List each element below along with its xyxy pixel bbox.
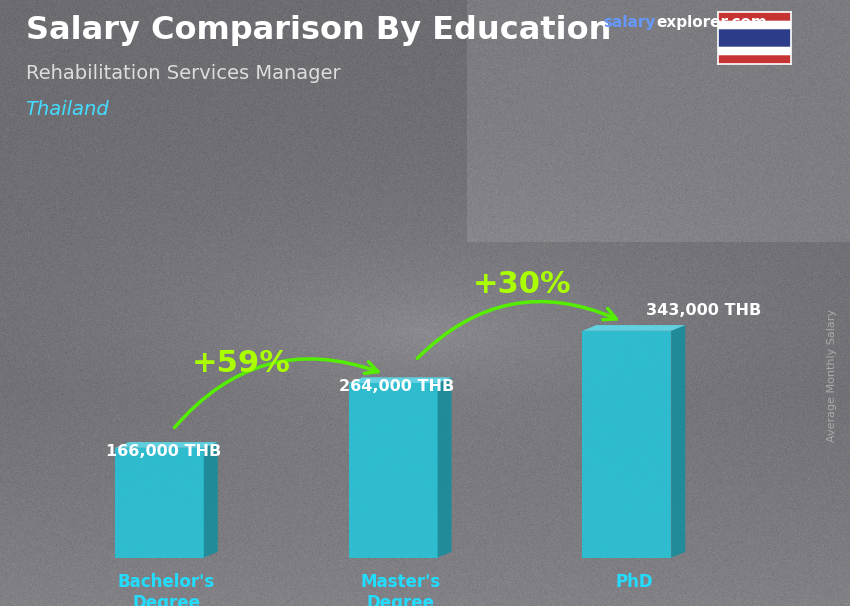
Text: +30%: +30%	[473, 270, 571, 299]
Polygon shape	[115, 442, 218, 448]
Text: 264,000 THB: 264,000 THB	[339, 379, 455, 395]
Text: PhD: PhD	[615, 573, 653, 591]
Polygon shape	[348, 378, 451, 383]
Text: +59%: +59%	[192, 348, 291, 378]
Text: Salary Comparison By Education: Salary Comparison By Education	[26, 15, 611, 46]
Text: explorer.com: explorer.com	[656, 15, 767, 30]
Text: Bachelor's
Degree: Bachelor's Degree	[118, 573, 215, 606]
FancyArrowPatch shape	[174, 359, 378, 427]
Text: salary: salary	[604, 15, 656, 30]
Polygon shape	[672, 325, 685, 558]
Text: 166,000 THB: 166,000 THB	[105, 444, 221, 459]
FancyBboxPatch shape	[582, 331, 672, 558]
FancyArrowPatch shape	[417, 302, 616, 358]
Text: Rehabilitation Services Manager: Rehabilitation Services Manager	[26, 64, 340, 82]
FancyBboxPatch shape	[348, 383, 438, 558]
Text: Master's
Degree: Master's Degree	[360, 573, 440, 606]
FancyBboxPatch shape	[115, 448, 204, 558]
Text: 343,000 THB: 343,000 THB	[646, 303, 761, 318]
Text: Thailand: Thailand	[26, 100, 110, 119]
Text: Average Monthly Salary: Average Monthly Salary	[827, 309, 837, 442]
Polygon shape	[582, 325, 685, 331]
Polygon shape	[204, 442, 218, 558]
Polygon shape	[438, 378, 451, 558]
